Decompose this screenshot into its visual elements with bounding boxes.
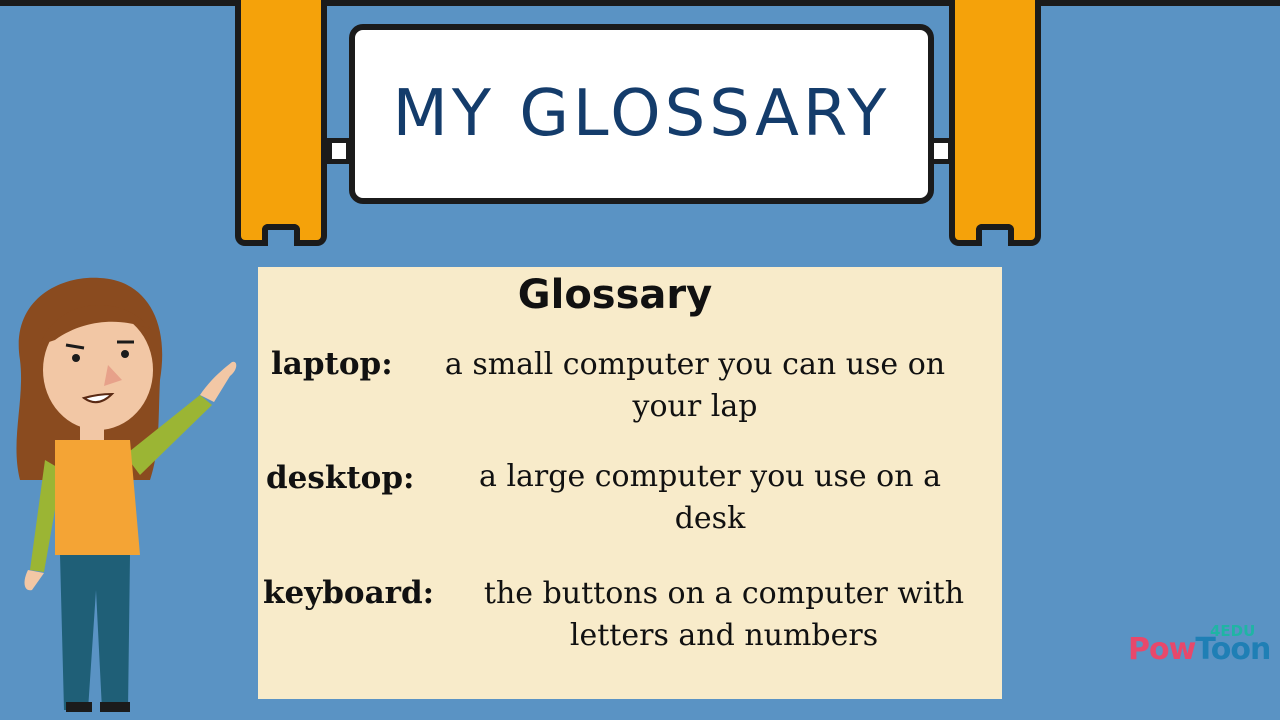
definition-line: your lap [632,389,758,424]
definition-line: the buttons on a computer with [483,576,965,611]
glossary-term: desktop: [266,460,415,496]
glossary-term: keyboard: [263,575,435,611]
banner-post-right [949,0,1041,246]
definition-line: desk [674,501,746,536]
banner-post-left [235,0,327,246]
teacher-character-illustration [16,277,237,712]
title-banner: MY GLOSSARY [349,24,934,204]
post-notch [262,224,300,246]
glossary-card [258,267,1002,699]
definition-line: letters and numbers [569,618,879,653]
definition-line: a large computer you use on a [479,459,941,494]
banner-pin-left [327,138,351,164]
glossary-heading: Glossary [517,272,713,318]
banner-title: MY GLOSSARY [392,77,891,151]
definition-line: a small computer you can use on [444,347,946,382]
post-notch [976,224,1014,246]
logo-wordmark: PowToon [1128,632,1271,667]
glossary-definition: a small computer you can use on your lap [400,344,990,428]
top-border [0,0,1280,6]
glossary-term: laptop: [271,346,393,382]
glossary-definition: the buttons on a computer with letters a… [448,573,1000,657]
glossary-definition: a large computer you use on a desk [425,456,995,540]
logo-part-pow: Pow [1128,632,1196,667]
powtoon-logo: PowToon 4EDU [1128,622,1271,674]
logo-part-toon: Toon [1195,632,1271,667]
logo-edu-badge: 4EDU [1210,622,1256,640]
